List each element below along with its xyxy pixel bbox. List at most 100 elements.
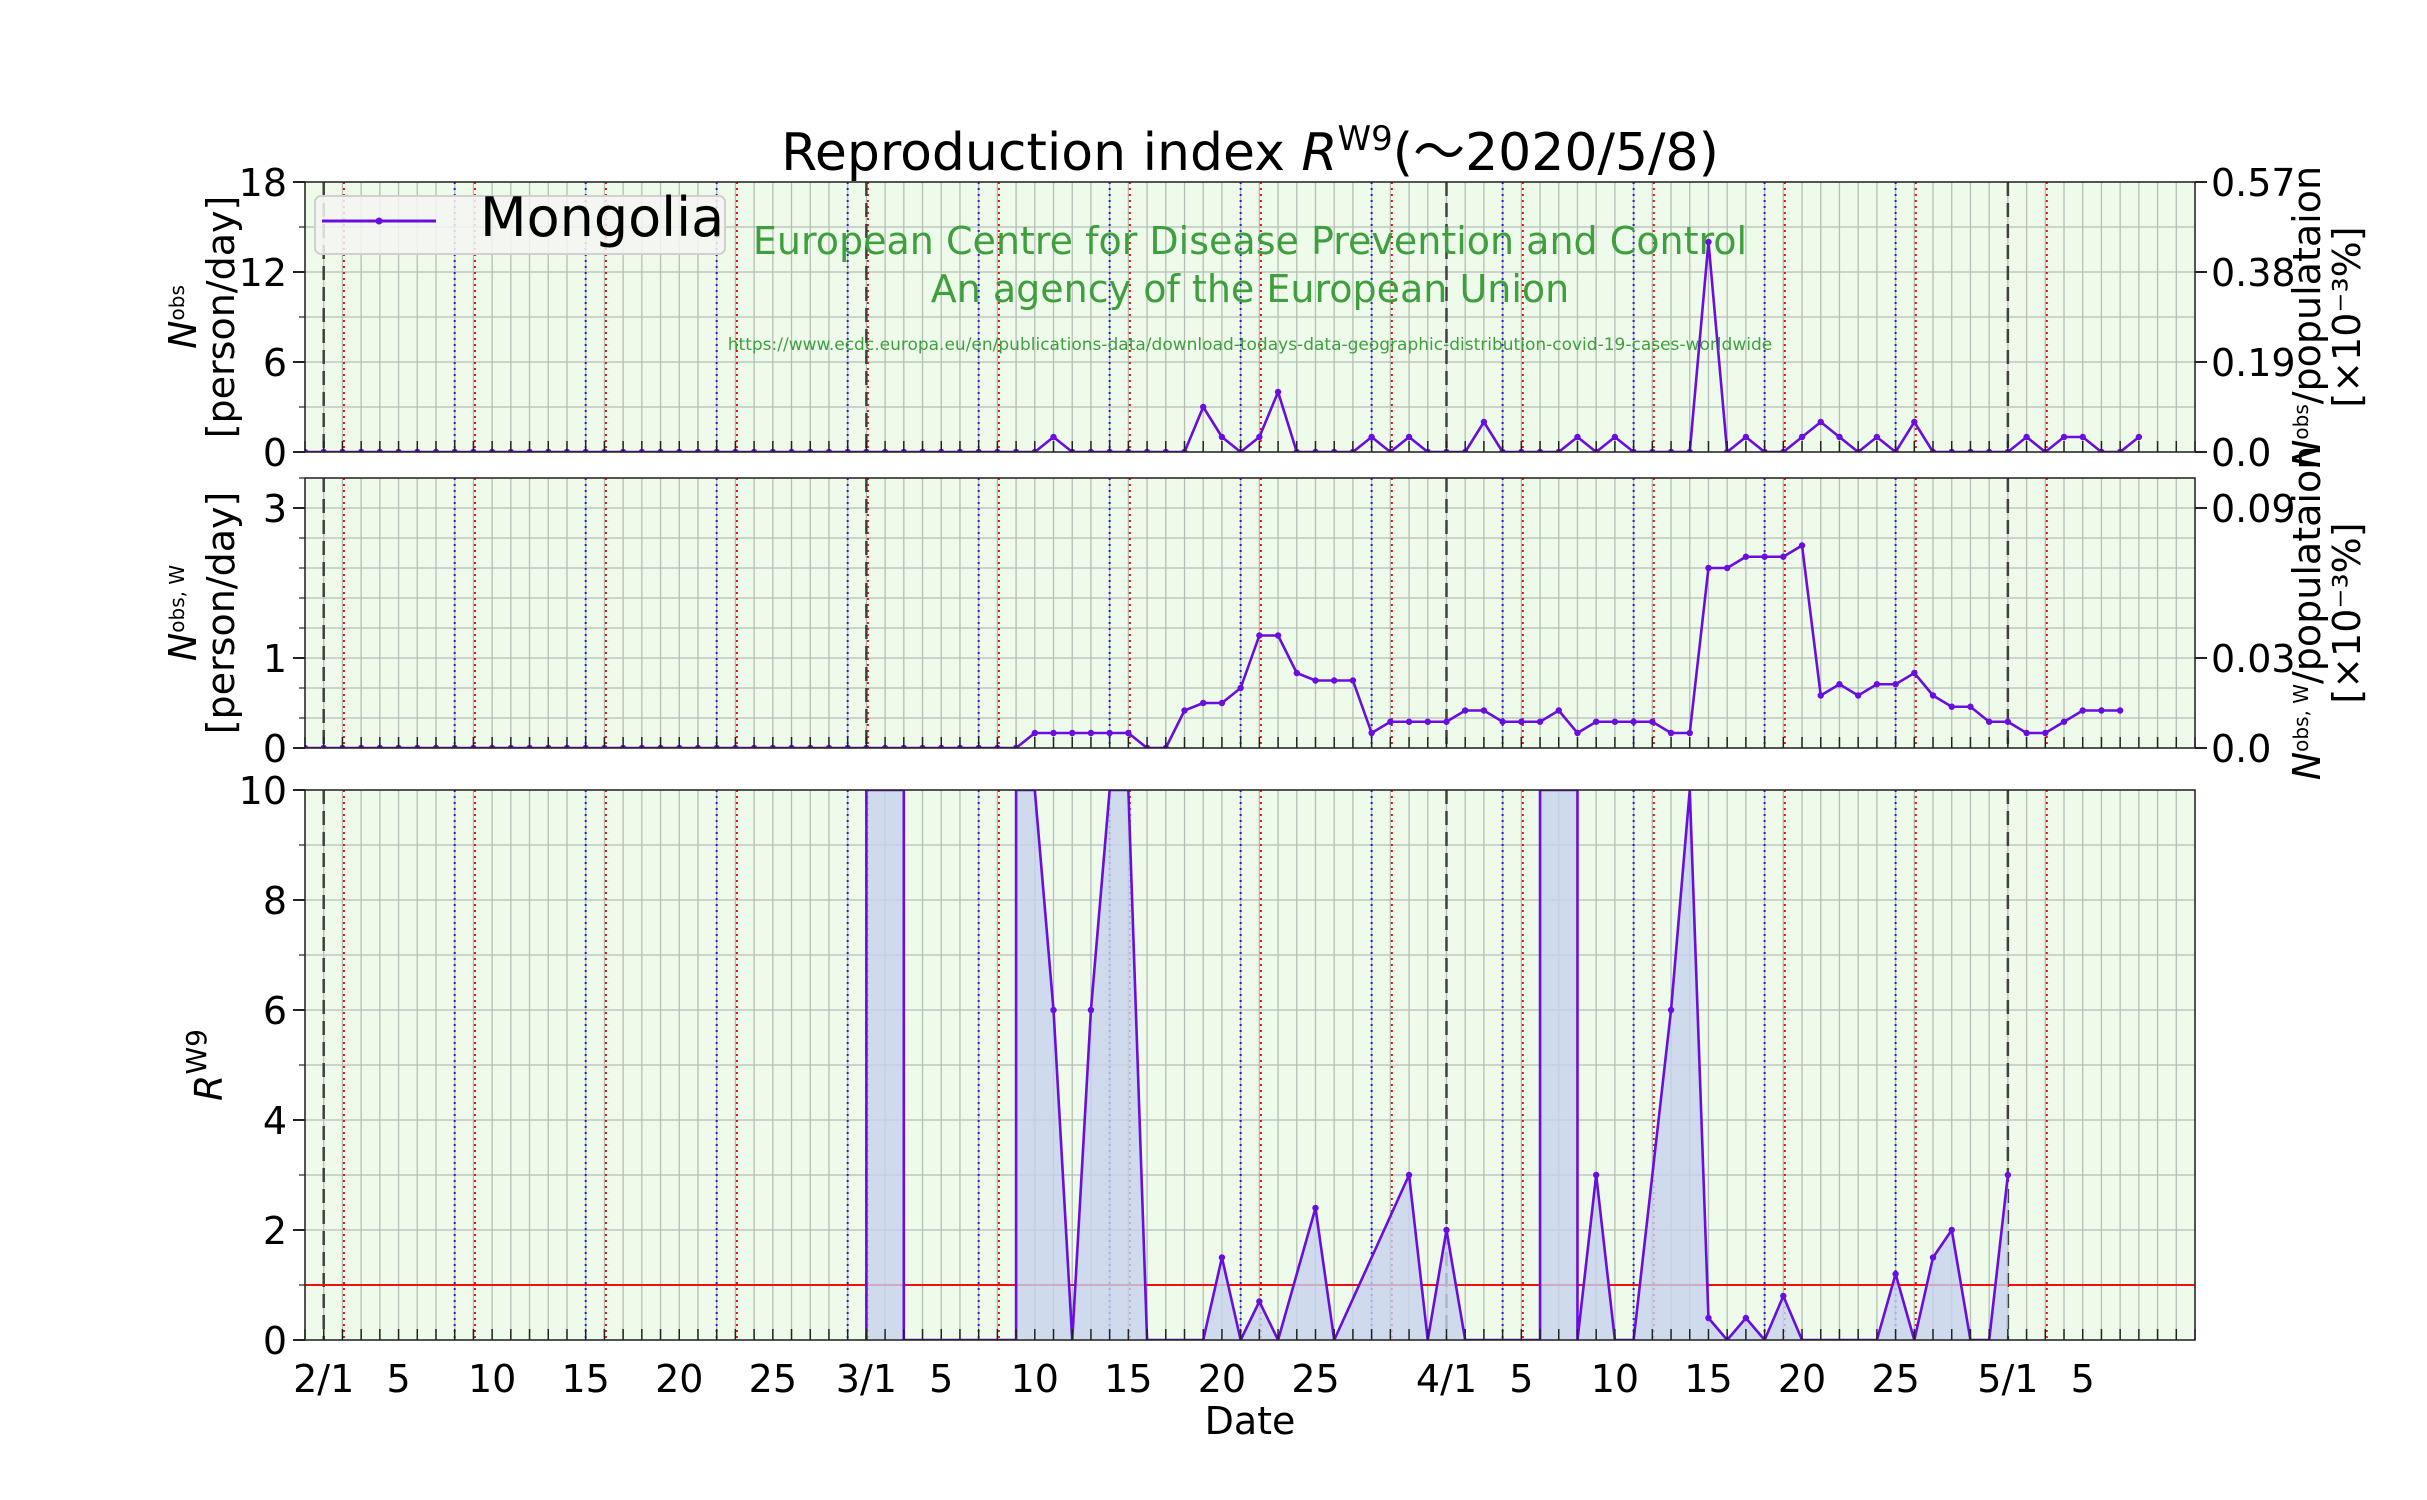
- y-tick-label: 6: [263, 989, 287, 1033]
- data-point: [1705, 1314, 1712, 1322]
- data-point: [1742, 433, 1750, 441]
- y-ticks-left: 0 2 4 6 8 10: [239, 769, 305, 1363]
- data-point: [1985, 718, 1993, 725]
- y-ticks-left: 0 1 3: [263, 477, 305, 771]
- x-tick-label: 15: [562, 1357, 610, 1401]
- x-axis-tick-labels: 2/1 5 10 15 20 25 3/1 5 10 15 20 25 4/1 5 10 15 20 25 5/1 5: [293, 1357, 2095, 1401]
- data-point: [305, 448, 309, 452]
- data-point: [2060, 718, 2068, 725]
- x-tick-label: 10: [468, 1357, 516, 1401]
- x-tick-label: 5: [2071, 1357, 2095, 1401]
- y-axis-unit: [person/day]: [199, 196, 243, 439]
- x-tick-label: 15: [1104, 1357, 1152, 1401]
- data-point: [1611, 718, 1619, 725]
- y2-tick-label: 0.38: [2211, 251, 2296, 295]
- plot-frame: [304, 477, 2196, 749]
- data-point: [1967, 703, 1974, 710]
- y-tick-label: 18: [239, 161, 287, 205]
- y2-axis-label: Nobs/populataion: [2285, 166, 2329, 468]
- data-point: [1050, 1006, 1057, 1014]
- data-point: [1405, 718, 1413, 725]
- data-point: [1574, 433, 1581, 441]
- data-point: [1218, 433, 1226, 441]
- data-point: [1518, 718, 1525, 725]
- data-point: [2079, 433, 2086, 441]
- data-point: [1649, 718, 1656, 725]
- y2-axis-unit: [×10⁻³%]: [2325, 226, 2369, 407]
- data-point: [1854, 692, 1862, 699]
- data-point: [1705, 564, 1712, 572]
- plot-background: [305, 478, 2195, 748]
- data-point: [1050, 729, 1057, 737]
- data-point: [1536, 718, 1544, 725]
- data-point: [1087, 1006, 1095, 1014]
- y-tick-label: 4: [263, 1099, 287, 1143]
- data-point: [1948, 1226, 1955, 1234]
- data-point: [1461, 707, 1469, 714]
- y-tick-label: 0: [263, 727, 287, 771]
- data-point: [1911, 418, 1918, 426]
- y-tick-label: 0: [263, 1319, 287, 1363]
- y2-tick-label: 0.19: [2211, 341, 2296, 385]
- data-point: [1873, 681, 1881, 688]
- x-tick-label: 4/1: [1416, 1357, 1477, 1401]
- y2-tick-label: 0.57: [2211, 161, 2296, 205]
- data-point: [1948, 703, 1955, 710]
- watermark-line1: European Centre for Disease Prevention a…: [753, 219, 1747, 263]
- data-point: [1312, 1204, 1319, 1212]
- y2-axis-label: Nobs, W/populataion: [2285, 446, 2329, 781]
- data-point: [2098, 707, 2105, 714]
- x-ticks: [304, 737, 2196, 748]
- data-point: [1929, 692, 1937, 699]
- data-point: [1312, 677, 1319, 684]
- data-point: [1106, 729, 1113, 737]
- data-point: [1911, 669, 1918, 677]
- y-tick-label: 10: [239, 769, 287, 813]
- data-point: [1331, 677, 1338, 684]
- data-point: [1256, 433, 1263, 441]
- y-axis-unit: [person/day]: [199, 492, 243, 735]
- data-point: [1256, 632, 1263, 639]
- y2-tick-label: 0.0: [2211, 727, 2271, 771]
- data-point: [1480, 707, 1488, 714]
- data-point: [1836, 433, 1843, 441]
- x-tick-label: 10: [1591, 1357, 1639, 1401]
- day-lines: [322, 478, 2048, 748]
- data-point: [1218, 699, 1226, 707]
- data-point: [2116, 707, 2124, 714]
- data-point: [2060, 433, 2068, 441]
- x-tick-label: 20: [1778, 1357, 1826, 1401]
- panel-reproduction-index: 0 2 4 6 8 10 RW9: [180, 769, 2196, 1363]
- data-point: [2023, 729, 2030, 737]
- data-point: [1200, 403, 1207, 411]
- x-ticks: [304, 1329, 2196, 1340]
- data-point: [1761, 553, 1768, 560]
- data-point: [1667, 729, 1675, 737]
- x-tick-label: 20: [655, 1357, 703, 1401]
- data-point: [1368, 433, 1375, 441]
- legend-point-marker: [375, 217, 383, 225]
- x-tick-label: 5: [1509, 1357, 1533, 1401]
- data-point: [1892, 681, 1899, 688]
- data-point: [1125, 729, 1132, 737]
- data-point: [1499, 718, 1506, 725]
- data-point: [1181, 707, 1188, 714]
- x-tick-label: 10: [1011, 1357, 1059, 1401]
- panel-daily-cases: 0 6 12 18 0.0 0.19 0.38 0.57Nobs/populataion[×1…: [161, 161, 2369, 475]
- y2-tick-label: 0.03: [2211, 637, 2296, 681]
- legend: Mongolia: [314, 186, 726, 255]
- data-point: [1050, 433, 1057, 441]
- data-point: [1892, 1270, 1899, 1278]
- data-point: [1218, 1254, 1226, 1261]
- x-tick-label: 25: [1291, 1357, 1339, 1401]
- data-point: [1031, 729, 1039, 737]
- y-tick-label: 8: [263, 879, 287, 923]
- x-tick-label: 3/1: [836, 1357, 897, 1401]
- x-axis-label: Date: [1205, 1399, 1296, 1443]
- data-point: [1200, 699, 1207, 707]
- y-tick-label: 1: [263, 637, 287, 681]
- data-point: [2042, 729, 2049, 737]
- data-point: [1555, 707, 1562, 714]
- y-tick-label: 6: [263, 341, 287, 385]
- data-point: [1817, 418, 1824, 426]
